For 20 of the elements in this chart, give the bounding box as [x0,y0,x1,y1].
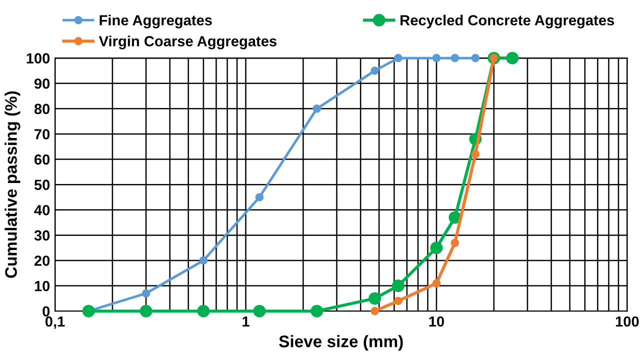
x-tick-label: 0,1 [45,316,65,329]
legend-label: Recycled Concrete Aggregates [400,14,614,28]
y-tick-label: 60 [34,154,50,165]
y-tick-label: 90 [34,78,50,89]
legend-label: Virgin Coarse Aggregates [98,36,276,50]
legend-label: Fine Aggregates [100,14,212,28]
y-tick-label: 70 [34,129,50,140]
x-axis-title: Sieve size (mm) [279,335,403,351]
y-tick-label: 50 [34,180,50,190]
y-tick-label: 20 [34,256,50,266]
y-tick-label: 40 [34,204,50,216]
y-tick-label: 100 [26,53,50,64]
y-axis-title: Cumulative passing (%) [4,91,20,278]
y-tick-label: 30 [34,230,50,241]
x-tick-label: 1 [242,316,250,327]
x-tick-label: 10 [429,316,444,327]
y-tick-label: 0 [42,306,50,317]
y-tick-label: 80 [34,104,50,114]
x-tick-label: 100 [616,316,639,327]
y-tick-label: 10 [34,280,50,292]
